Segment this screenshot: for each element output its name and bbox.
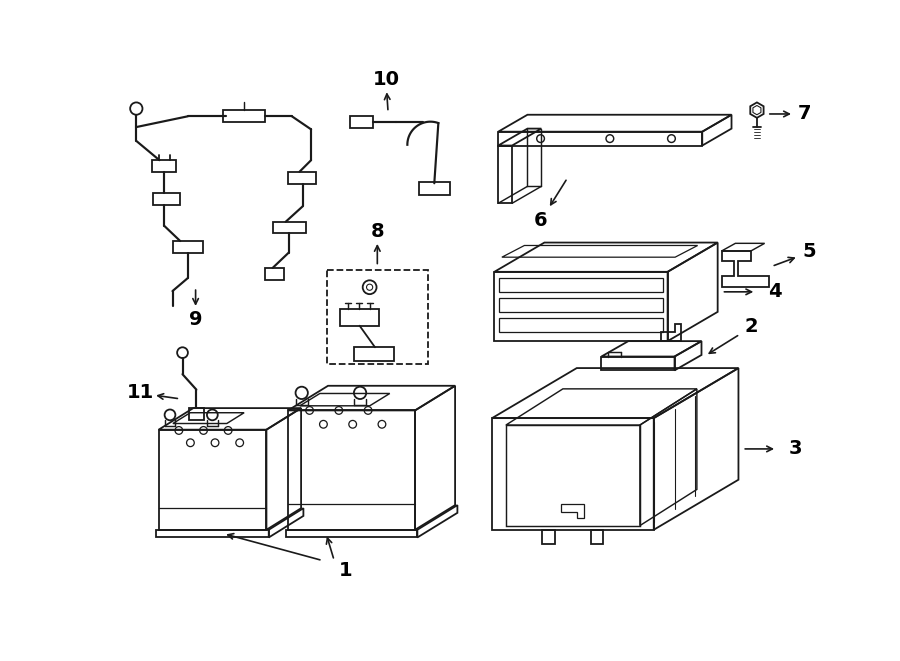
- Text: 11: 11: [127, 383, 154, 402]
- Text: 4: 4: [768, 282, 781, 301]
- Text: 2: 2: [744, 317, 759, 336]
- Text: 7: 7: [798, 104, 812, 124]
- Text: 3: 3: [788, 440, 802, 459]
- Text: 8: 8: [371, 222, 384, 241]
- Text: 6: 6: [534, 211, 547, 230]
- Text: 9: 9: [189, 310, 202, 329]
- Text: 10: 10: [374, 70, 400, 89]
- Text: 5: 5: [803, 241, 816, 260]
- Text: 1: 1: [339, 561, 353, 580]
